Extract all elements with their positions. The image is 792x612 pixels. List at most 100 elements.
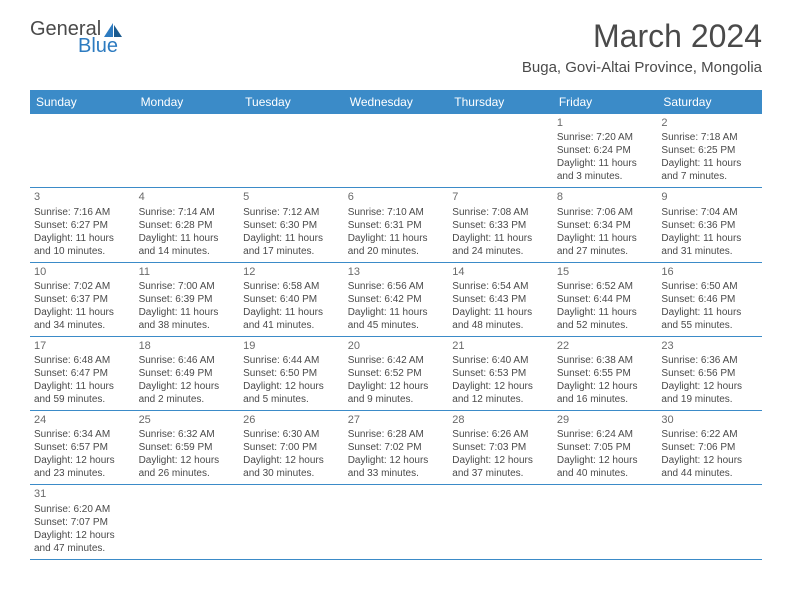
day-sunrise: Sunrise: 6:48 AM	[34, 354, 131, 367]
day-number: 14	[452, 265, 549, 279]
day-daylight: Daylight: 12 hours and 47 minutes.	[34, 529, 131, 555]
day-sunrise: Sunrise: 6:52 AM	[557, 280, 654, 293]
day-sunset: Sunset: 7:05 PM	[557, 441, 654, 454]
weekday-saturday: Saturday	[657, 90, 762, 114]
day-number: 21	[452, 339, 549, 353]
day-sunrise: Sunrise: 7:06 AM	[557, 206, 654, 219]
day-cell: 20Sunrise: 6:42 AMSunset: 6:52 PMDayligh…	[344, 337, 449, 410]
day-sunrise: Sunrise: 6:28 AM	[348, 428, 445, 441]
day-sunrise: Sunrise: 6:20 AM	[34, 503, 131, 516]
weekday-wednesday: Wednesday	[344, 90, 449, 114]
day-sunrise: Sunrise: 6:44 AM	[243, 354, 340, 367]
weekday-thursday: Thursday	[448, 90, 553, 114]
day-cell: 21Sunrise: 6:40 AMSunset: 6:53 PMDayligh…	[448, 337, 553, 410]
day-sunrise: Sunrise: 7:02 AM	[34, 280, 131, 293]
day-number: 8	[557, 190, 654, 204]
day-number: 22	[557, 339, 654, 353]
day-sunset: Sunset: 6:37 PM	[34, 293, 131, 306]
day-cell: 15Sunrise: 6:52 AMSunset: 6:44 PMDayligh…	[553, 263, 658, 336]
day-sunset: Sunset: 6:33 PM	[452, 219, 549, 232]
day-cell: 12Sunrise: 6:58 AMSunset: 6:40 PMDayligh…	[239, 263, 344, 336]
day-cell: 5Sunrise: 7:12 AMSunset: 6:30 PMDaylight…	[239, 188, 344, 261]
day-empty	[344, 114, 449, 187]
day-sunrise: Sunrise: 6:26 AM	[452, 428, 549, 441]
day-cell: 9Sunrise: 7:04 AMSunset: 6:36 PMDaylight…	[657, 188, 762, 261]
day-number: 13	[348, 265, 445, 279]
weekday-monday: Monday	[135, 90, 240, 114]
day-number: 17	[34, 339, 131, 353]
day-number: 2	[661, 116, 758, 130]
day-sunset: Sunset: 6:30 PM	[243, 219, 340, 232]
title-block: March 2024 Buga, Govi-Altai Province, Mo…	[522, 18, 762, 76]
day-cell: 7Sunrise: 7:08 AMSunset: 6:33 PMDaylight…	[448, 188, 553, 261]
weekday-sunday: Sunday	[30, 90, 135, 114]
day-number: 19	[243, 339, 340, 353]
day-number: 18	[139, 339, 236, 353]
day-sunrise: Sunrise: 7:10 AM	[348, 206, 445, 219]
day-sunset: Sunset: 6:52 PM	[348, 367, 445, 380]
day-sunrise: Sunrise: 6:56 AM	[348, 280, 445, 293]
day-empty	[135, 485, 240, 558]
weeks-container: 1Sunrise: 7:20 AMSunset: 6:24 PMDaylight…	[30, 114, 762, 560]
header: General Blue March 2024 Buga, Govi-Altai…	[0, 0, 792, 82]
day-daylight: Daylight: 12 hours and 37 minutes.	[452, 454, 549, 480]
week-row: 1Sunrise: 7:20 AMSunset: 6:24 PMDaylight…	[30, 114, 762, 188]
day-sunrise: Sunrise: 7:18 AM	[661, 131, 758, 144]
day-daylight: Daylight: 11 hours and 34 minutes.	[34, 306, 131, 332]
day-cell: 31Sunrise: 6:20 AMSunset: 7:07 PMDayligh…	[30, 485, 135, 558]
day-sunset: Sunset: 6:39 PM	[139, 293, 236, 306]
day-number: 3	[34, 190, 131, 204]
day-sunset: Sunset: 6:57 PM	[34, 441, 131, 454]
day-sunrise: Sunrise: 7:16 AM	[34, 206, 131, 219]
day-sunset: Sunset: 6:40 PM	[243, 293, 340, 306]
day-number: 4	[139, 190, 236, 204]
day-sunset: Sunset: 6:49 PM	[139, 367, 236, 380]
day-empty	[657, 485, 762, 558]
day-cell: 19Sunrise: 6:44 AMSunset: 6:50 PMDayligh…	[239, 337, 344, 410]
week-row: 10Sunrise: 7:02 AMSunset: 6:37 PMDayligh…	[30, 263, 762, 337]
day-cell: 6Sunrise: 7:10 AMSunset: 6:31 PMDaylight…	[344, 188, 449, 261]
day-sunrise: Sunrise: 7:04 AM	[661, 206, 758, 219]
day-cell: 27Sunrise: 6:28 AMSunset: 7:02 PMDayligh…	[344, 411, 449, 484]
day-sunrise: Sunrise: 6:24 AM	[557, 428, 654, 441]
day-number: 16	[661, 265, 758, 279]
day-cell: 17Sunrise: 6:48 AMSunset: 6:47 PMDayligh…	[30, 337, 135, 410]
day-cell: 14Sunrise: 6:54 AMSunset: 6:43 PMDayligh…	[448, 263, 553, 336]
day-sunrise: Sunrise: 6:30 AM	[243, 428, 340, 441]
day-sunset: Sunset: 6:47 PM	[34, 367, 131, 380]
day-daylight: Daylight: 11 hours and 31 minutes.	[661, 232, 758, 258]
day-sunrise: Sunrise: 7:20 AM	[557, 131, 654, 144]
day-number: 29	[557, 413, 654, 427]
day-cell: 28Sunrise: 6:26 AMSunset: 7:03 PMDayligh…	[448, 411, 553, 484]
day-number: 15	[557, 265, 654, 279]
week-row: 31Sunrise: 6:20 AMSunset: 7:07 PMDayligh…	[30, 485, 762, 559]
day-empty	[344, 485, 449, 558]
day-number: 27	[348, 413, 445, 427]
day-number: 11	[139, 265, 236, 279]
day-daylight: Daylight: 11 hours and 24 minutes.	[452, 232, 549, 258]
day-sunset: Sunset: 7:06 PM	[661, 441, 758, 454]
day-sunset: Sunset: 6:25 PM	[661, 144, 758, 157]
week-row: 3Sunrise: 7:16 AMSunset: 6:27 PMDaylight…	[30, 188, 762, 262]
day-sunrise: Sunrise: 7:00 AM	[139, 280, 236, 293]
day-number: 7	[452, 190, 549, 204]
day-number: 31	[34, 487, 131, 501]
day-cell: 11Sunrise: 7:00 AMSunset: 6:39 PMDayligh…	[135, 263, 240, 336]
day-empty	[448, 485, 553, 558]
day-number: 6	[348, 190, 445, 204]
day-daylight: Daylight: 12 hours and 30 minutes.	[243, 454, 340, 480]
logo: General Blue	[30, 18, 124, 58]
day-sunrise: Sunrise: 6:46 AM	[139, 354, 236, 367]
day-daylight: Daylight: 12 hours and 9 minutes.	[348, 380, 445, 406]
day-sunset: Sunset: 6:28 PM	[139, 219, 236, 232]
day-sunset: Sunset: 6:56 PM	[661, 367, 758, 380]
day-sunset: Sunset: 6:55 PM	[557, 367, 654, 380]
day-cell: 8Sunrise: 7:06 AMSunset: 6:34 PMDaylight…	[553, 188, 658, 261]
day-daylight: Daylight: 12 hours and 5 minutes.	[243, 380, 340, 406]
day-sunset: Sunset: 6:34 PM	[557, 219, 654, 232]
day-daylight: Daylight: 11 hours and 17 minutes.	[243, 232, 340, 258]
day-daylight: Daylight: 12 hours and 33 minutes.	[348, 454, 445, 480]
day-cell: 22Sunrise: 6:38 AMSunset: 6:55 PMDayligh…	[553, 337, 658, 410]
day-number: 10	[34, 265, 131, 279]
day-number: 26	[243, 413, 340, 427]
